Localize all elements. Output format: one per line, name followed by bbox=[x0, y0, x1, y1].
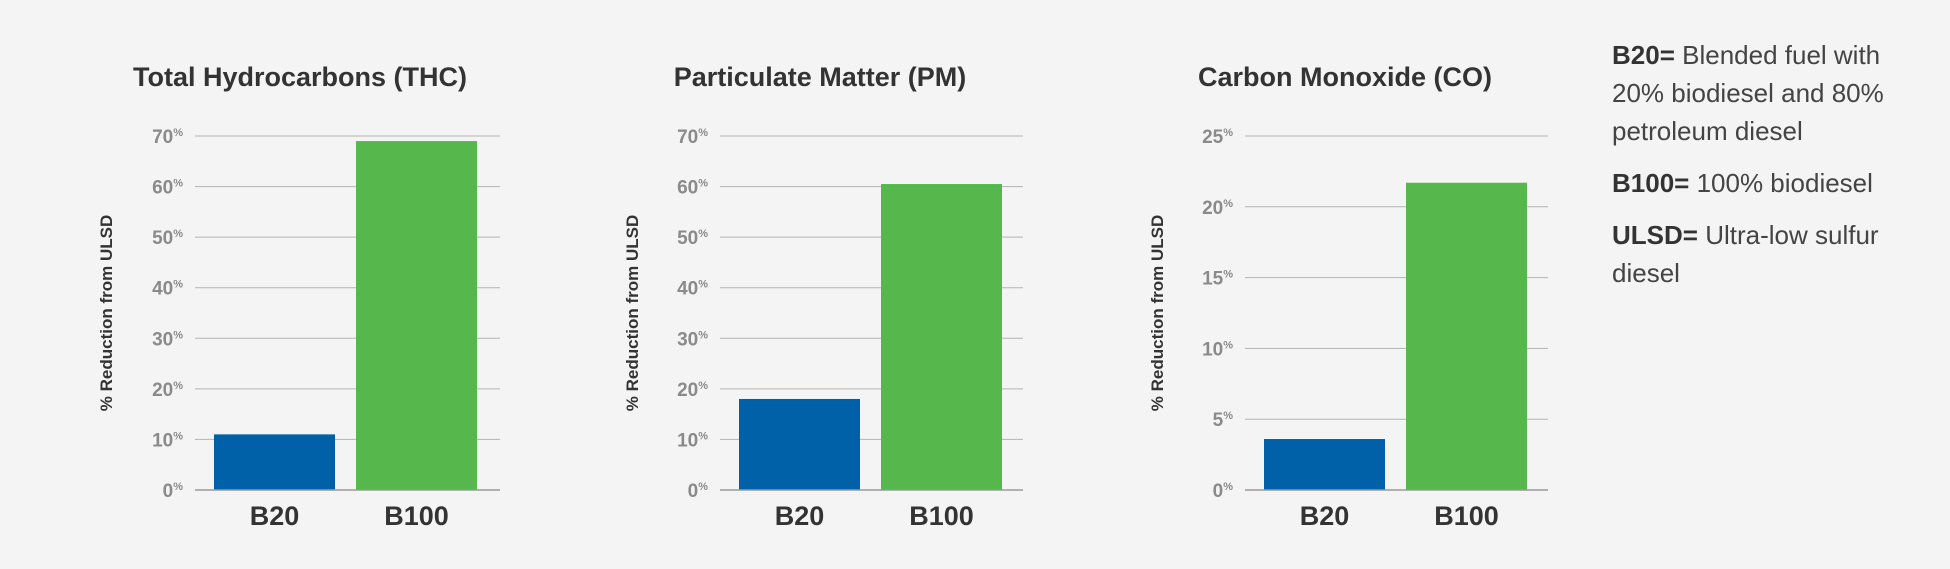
bar-b100 bbox=[1406, 182, 1527, 490]
y-axis-label: % Reduction from ULSD bbox=[97, 215, 116, 411]
y-tick-label: 20% bbox=[1202, 198, 1233, 219]
chart-title: Particulate Matter (PM) bbox=[674, 62, 967, 92]
bar-b100 bbox=[356, 141, 477, 491]
chart-title: Carbon Monoxide (CO) bbox=[1198, 62, 1492, 92]
y-tick-label: 70% bbox=[152, 127, 183, 148]
y-axis-label: % Reduction from ULSD bbox=[1148, 215, 1167, 411]
bar-b20 bbox=[214, 434, 335, 490]
y-tick-label: 30% bbox=[677, 329, 708, 350]
y-tick-label: 10% bbox=[677, 430, 708, 451]
y-tick-label: 20% bbox=[677, 380, 708, 401]
bar-b100 bbox=[881, 184, 1002, 491]
y-tick-label: 40% bbox=[152, 279, 183, 300]
y-tick-label: 40% bbox=[677, 279, 708, 300]
y-tick-label: 0% bbox=[688, 481, 709, 502]
chart-2: Particulate Matter (PM) % Reduction from … bbox=[623, 62, 1023, 531]
y-tick-label: 25% bbox=[1202, 127, 1233, 148]
legend-definition-b20: Blended fuel with 20% biodiesel and 80% … bbox=[1612, 40, 1884, 146]
chart-title: Total Hydrocarbons (THC) bbox=[133, 62, 467, 92]
legend-term-b20: B20= bbox=[1612, 40, 1675, 70]
legend-term-ulsd: ULSD= bbox=[1612, 220, 1698, 250]
legend-definition-b100: 100% biodiesel bbox=[1689, 168, 1873, 198]
y-axis-label: % Reduction from ULSD bbox=[623, 215, 642, 411]
y-tick-label: 10% bbox=[1202, 339, 1233, 360]
legend-definition-ulsd: Ultra-low sulfur diesel bbox=[1612, 220, 1879, 288]
legend-term-b100: B100= bbox=[1612, 168, 1690, 198]
y-tick-label: 70% bbox=[677, 127, 708, 148]
y-tick-label: 10% bbox=[152, 430, 183, 451]
legend-entry-b100: B100= 100% biodiesel bbox=[1612, 164, 1932, 202]
chart-3: Carbon Monoxide (CO) % Reduction from ULS… bbox=[1148, 62, 1548, 531]
y-tick-label: 0% bbox=[1213, 481, 1234, 502]
legend: B20= Blended fuel with 20% biodiesel and… bbox=[1612, 36, 1932, 306]
legend-entry-ulsd: ULSD= Ultra-low sulfur diesel bbox=[1612, 216, 1932, 292]
category-label-b20: B20 bbox=[1300, 501, 1350, 531]
chart-1: Total Hydrocarbons (THC) % Reduction from… bbox=[97, 62, 500, 531]
category-label-b100: B100 bbox=[1434, 501, 1499, 531]
bar-b20 bbox=[739, 398, 860, 490]
y-tick-label: 50% bbox=[152, 228, 183, 249]
y-tick-label: 0% bbox=[163, 481, 184, 502]
legend-entry-b20: B20= Blended fuel with 20% biodiesel and… bbox=[1612, 36, 1932, 150]
y-tick-label: 60% bbox=[677, 178, 708, 199]
bar-b20 bbox=[1264, 439, 1385, 490]
y-tick-label: 15% bbox=[1202, 269, 1233, 290]
category-label-b20: B20 bbox=[775, 501, 825, 531]
category-label-b100: B100 bbox=[909, 501, 974, 531]
y-tick-label: 50% bbox=[677, 228, 708, 249]
category-label-b20: B20 bbox=[250, 501, 300, 531]
y-tick-label: 20% bbox=[152, 380, 183, 401]
y-tick-label: 60% bbox=[152, 178, 183, 199]
category-label-b100: B100 bbox=[384, 501, 449, 531]
y-tick-label: 5% bbox=[1213, 410, 1234, 431]
y-tick-label: 30% bbox=[152, 329, 183, 350]
